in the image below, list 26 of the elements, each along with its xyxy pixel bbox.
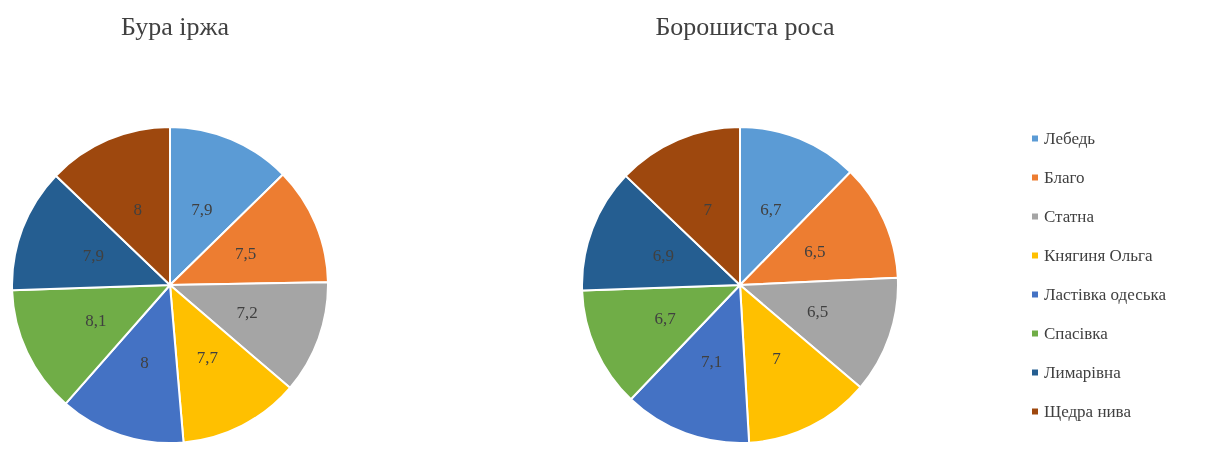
legend-label: Щедра нива xyxy=(1044,402,1132,421)
legend-label: Княгиня Ольга xyxy=(1044,246,1153,265)
chart-title: Бура іржа xyxy=(120,11,230,41)
legend-label: Лимарівна xyxy=(1044,363,1122,382)
data-label: 7,1 xyxy=(701,352,723,372)
data-label: 6,7 xyxy=(760,199,783,219)
data-label: 6,9 xyxy=(652,246,674,266)
data-label: 7 xyxy=(703,200,713,220)
data-label: 8,1 xyxy=(85,310,107,330)
data-label: 6,5 xyxy=(804,241,826,261)
data-label: 7,2 xyxy=(236,303,258,323)
data-label: 6,5 xyxy=(806,302,829,322)
legend-label: Лебедь xyxy=(1044,129,1096,148)
data-label: 7,9 xyxy=(191,199,213,219)
data-label: 7,9 xyxy=(82,246,105,266)
legend-label: Статна xyxy=(1044,207,1095,226)
data-label: 8 xyxy=(140,353,149,373)
legend-label: Ластівка одеська xyxy=(1044,285,1167,304)
data-label: 7,5 xyxy=(235,243,257,263)
data-label: 7,7 xyxy=(196,348,219,368)
chart-title: Борошиста роса xyxy=(655,11,836,41)
data-label: 7 xyxy=(772,348,782,368)
data-label: 6,7 xyxy=(654,309,677,329)
data-label: 8 xyxy=(133,200,143,220)
legend-label: Спасівка xyxy=(1044,324,1109,343)
legend-label: Благо xyxy=(1044,168,1085,187)
